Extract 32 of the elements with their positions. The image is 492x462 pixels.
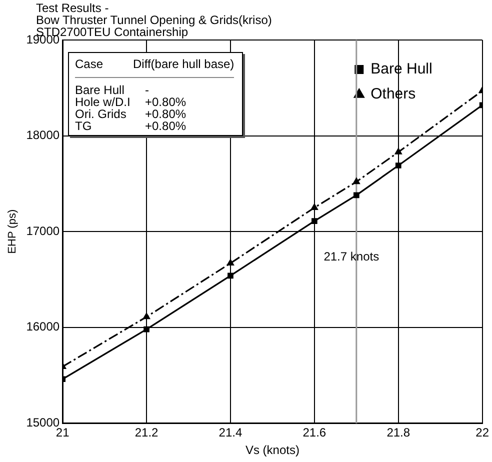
ref-line-label: 21.7 knots bbox=[324, 249, 380, 264]
x-tick-label: 21.6 bbox=[302, 426, 326, 440]
x-tick-label: 21.4 bbox=[218, 426, 242, 440]
point bbox=[228, 272, 234, 279]
x-tick-label: 21 bbox=[56, 426, 70, 440]
point bbox=[353, 192, 360, 198]
x-tick-label: 21.2 bbox=[134, 426, 159, 440]
annotation: Bare Hull bbox=[75, 83, 126, 97]
point bbox=[395, 162, 402, 168]
annotation: +0.80% bbox=[145, 95, 188, 109]
y-tick-label: 18000 bbox=[26, 128, 60, 142]
y-tick-label: 16000 bbox=[26, 320, 60, 334]
x-tick-label: 22 bbox=[476, 426, 490, 440]
annotation: Hole w/D.I bbox=[75, 95, 132, 109]
annotation: Ori. Grids bbox=[75, 107, 128, 121]
x-tick-label: 21.8 bbox=[386, 426, 410, 440]
point bbox=[143, 313, 150, 320]
annotation: Diff(bare hull base) bbox=[133, 57, 234, 71]
x-axis-title: Vs (knots) bbox=[245, 443, 300, 458]
point bbox=[144, 326, 150, 332]
annotation: +0.80% bbox=[145, 119, 188, 133]
point bbox=[394, 148, 402, 154]
point bbox=[311, 204, 318, 210]
y-axis-title: EHP (ps) bbox=[6, 209, 19, 254]
point bbox=[312, 218, 318, 224]
annotation: +0.80% bbox=[145, 107, 188, 121]
point bbox=[353, 178, 360, 184]
annotation: TG bbox=[75, 119, 93, 133]
annotation: Case bbox=[75, 57, 104, 71]
y-tick-label: 17000 bbox=[26, 224, 60, 238]
annotation: - bbox=[145, 83, 150, 97]
point bbox=[227, 259, 234, 266]
